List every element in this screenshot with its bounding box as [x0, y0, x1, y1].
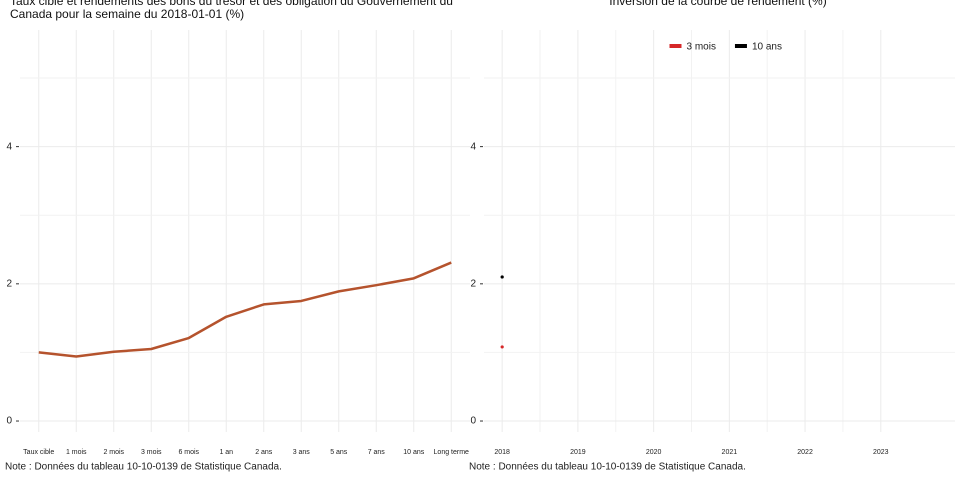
legend-swatch: [734, 44, 747, 48]
x-tick-label: 2018: [494, 449, 510, 456]
legend-swatch: [669, 44, 682, 48]
y-tick-label: 0: [470, 416, 476, 427]
x-tick-label: 3 ans: [293, 449, 311, 456]
y-tick-label: 4: [6, 141, 12, 152]
legend-label: 10 ans: [752, 42, 782, 53]
note: Note : Données du tableau 10-10-0139 de …: [469, 462, 746, 473]
note: Note : Données du tableau 10-10-0139 de …: [5, 462, 282, 473]
x-tick-label: 3 mois: [141, 449, 162, 456]
x-tick-label: 2021: [722, 449, 738, 456]
x-tick-label: 1 mois: [66, 449, 87, 456]
x-tick-label: Taux cible: [23, 449, 54, 456]
chart-title: Taux cible et rendements des bons du tré…: [10, 0, 453, 21]
chart-title: Inversion de la courbe de rendement (%): [609, 0, 827, 8]
x-tick-label: 2022: [797, 449, 813, 456]
x-tick-label: 7 ans: [368, 449, 386, 456]
line: [38, 261, 452, 358]
point: [500, 275, 504, 279]
y-tick-label: 2: [470, 278, 476, 289]
x-tick-label: Long terme: [434, 449, 470, 456]
y-tick-label: 0: [6, 416, 12, 427]
x-tick-label: 6 mois: [178, 449, 199, 456]
legend-label: 3 mois: [687, 42, 716, 53]
y-tick-label: 4: [470, 141, 476, 152]
x-tick-label: 10 ans: [403, 449, 425, 456]
x-tick-label: 5 ans: [330, 449, 348, 456]
point: [500, 345, 504, 349]
x-tick-label: 2 ans: [255, 449, 273, 456]
y-tick-label: 2: [6, 278, 12, 289]
x-tick-label: 2 mois: [103, 449, 124, 456]
x-tick-label: 1 an: [219, 449, 233, 456]
x-tick-label: 2020: [646, 449, 662, 456]
x-tick-label: 2019: [570, 449, 586, 456]
x-tick-label: 2023: [873, 449, 889, 456]
